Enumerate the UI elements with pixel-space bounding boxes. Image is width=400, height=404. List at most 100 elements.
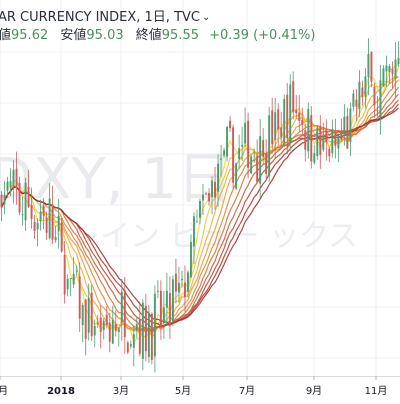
candle-body [51, 204, 54, 240]
candle-body [235, 163, 238, 189]
candle-body [211, 180, 213, 198]
candle-body [232, 127, 235, 183]
candle-body [12, 169, 15, 187]
candle-body [301, 119, 304, 125]
candle-body [60, 222, 63, 252]
x-tick-label: 9月 [306, 385, 322, 397]
candle-body [346, 115, 349, 149]
candle-body [33, 221, 36, 232]
candle-body [187, 272, 189, 292]
candle-body [78, 276, 81, 319]
candle-body [394, 59, 397, 79]
candle-body [147, 312, 150, 357]
candle-body [45, 217, 48, 233]
candle-body [241, 144, 244, 147]
candle-body [36, 222, 39, 230]
candle-body [126, 342, 129, 353]
candle-body [63, 254, 66, 295]
chevron-down-icon[interactable]: ⌄ [201, 12, 211, 23]
candle-body [153, 293, 156, 357]
candle-body [9, 181, 12, 188]
candle-body [99, 317, 102, 333]
candle-body [364, 76, 367, 97]
symbol-title-row[interactable]: AR CURRENCY INDEX, 1日, TVC ⌄ [0, 6, 210, 25]
candle-body [196, 221, 198, 223]
close-value: 95.55 [161, 28, 199, 43]
candle-body [358, 81, 361, 110]
candle-body [39, 211, 42, 221]
candle-body [138, 319, 141, 354]
candle-body [174, 273, 177, 292]
candle-body [325, 130, 328, 143]
symbol-title[interactable]: AR CURRENCY INDEX, 1日, TVC [0, 10, 200, 25]
candle-body [42, 205, 45, 216]
candle-body [253, 160, 256, 162]
candle-body [340, 131, 343, 140]
candle-body [292, 81, 295, 113]
candle-body [144, 305, 147, 352]
x-axis: 1月 2018 3月 5月 7月 9月 11月 [0, 376, 400, 400]
x-tick-label: 3月 [113, 385, 129, 397]
candle-body [184, 282, 186, 297]
candle-body [349, 108, 352, 143]
candle-body [111, 319, 114, 344]
candle-body [265, 153, 268, 174]
candle-body [217, 163, 220, 192]
candle-body [171, 279, 174, 322]
x-tick-label: 5月 [175, 385, 191, 397]
candle-body [337, 133, 340, 149]
candle-body [226, 126, 229, 157]
candle-body [90, 292, 93, 337]
candle-body [316, 127, 319, 156]
candle-body [205, 193, 207, 195]
low-label: 値 [0, 28, 12, 43]
candle-body [27, 186, 30, 208]
x-tick-label: 1月 [0, 385, 8, 397]
candle-body [334, 134, 337, 146]
candle-body [370, 52, 373, 82]
candle-body [3, 194, 6, 205]
x-axis-bg [0, 376, 400, 400]
watermark-symbol: DXY, 1日 [0, 147, 233, 212]
candle-body [81, 304, 84, 326]
candle-body [382, 68, 385, 87]
candle-body [286, 94, 289, 139]
candle-body [123, 290, 126, 337]
candle-body [54, 236, 57, 241]
candle-body [388, 66, 391, 73]
candle-body [129, 344, 132, 347]
candle-body [156, 290, 159, 292]
candle-body [379, 80, 382, 118]
candle-body [391, 68, 394, 75]
ohlc-row: 値95.62 安値95.03 終値95.55 +0.39 (+0.41%) [0, 24, 315, 43]
candle-body [208, 192, 210, 202]
candle-body [256, 155, 259, 183]
candle-body [102, 320, 105, 331]
candle-body [352, 93, 355, 107]
candle-body [193, 216, 195, 247]
x-tick-label: 2018 [47, 386, 75, 397]
candle-body [66, 278, 69, 290]
candle-body [268, 115, 271, 177]
candle-body [313, 153, 316, 163]
candle-body [304, 130, 307, 150]
candle-body [298, 112, 301, 121]
candle-body [57, 215, 60, 232]
candle-body [30, 204, 33, 220]
candle-body [120, 291, 123, 323]
candle-body [277, 109, 280, 130]
candle-body [259, 136, 262, 184]
low2-label: 安値 [60, 28, 87, 43]
candle-body [385, 65, 388, 72]
candle-body [328, 148, 331, 157]
candle-body [202, 194, 204, 201]
candle-body [180, 278, 183, 281]
candle-body [150, 313, 153, 360]
candle-body [105, 314, 108, 325]
candle-body [87, 298, 90, 333]
x-tick-label: 7月 [239, 385, 255, 397]
candle-body [69, 277, 72, 280]
